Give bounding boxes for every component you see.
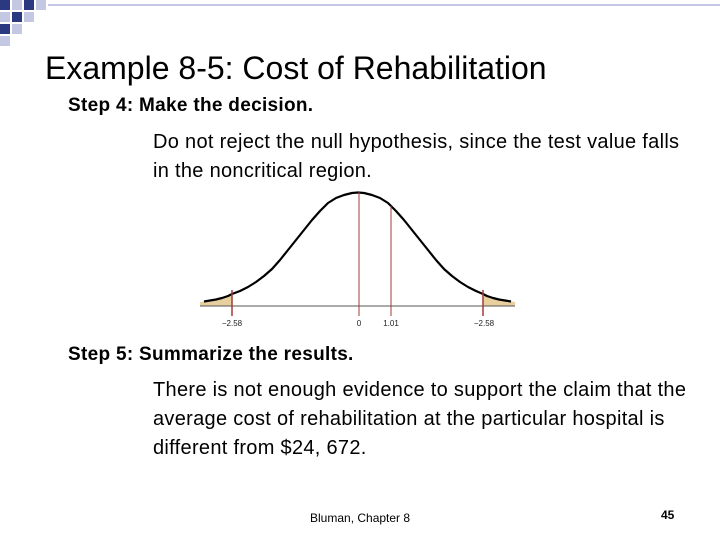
- footer-text: Bluman, Chapter 8: [310, 511, 411, 525]
- tick-label-zero: 0: [356, 319, 362, 328]
- corner-decoration: [0, 0, 720, 46]
- step4-body: Do not reject the null hypothesis, since…: [153, 131, 680, 182]
- page-number: 45: [661, 508, 675, 522]
- tick-label-right-critical: −2.58: [473, 319, 495, 328]
- step5-heading: Step 5: Summarize the results.: [68, 344, 354, 365]
- bell-curve-line: [203, 191, 512, 303]
- tick-label-test-value: 1.01: [383, 319, 399, 328]
- slide-title: Example 8-5: Cost of Rehabilitation: [45, 50, 547, 86]
- normal-curve-figure: [200, 191, 515, 316]
- step4-heading: Step 4: Make the decision.: [68, 95, 314, 116]
- tick-label-left-critical: −2.58: [221, 319, 243, 328]
- step5-body: There is not enough evidence to support …: [153, 379, 687, 459]
